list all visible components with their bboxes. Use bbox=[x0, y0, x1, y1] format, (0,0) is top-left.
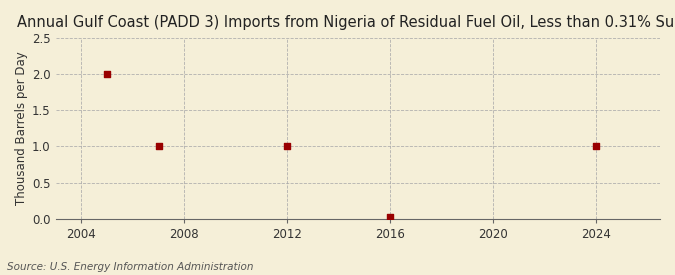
Point bbox=[153, 144, 164, 149]
Point bbox=[281, 144, 292, 149]
Point bbox=[102, 72, 113, 76]
Point bbox=[385, 215, 396, 219]
Y-axis label: Thousand Barrels per Day: Thousand Barrels per Day bbox=[15, 51, 28, 205]
Point bbox=[591, 144, 601, 149]
Title: Annual Gulf Coast (PADD 3) Imports from Nigeria of Residual Fuel Oil, Less than : Annual Gulf Coast (PADD 3) Imports from … bbox=[17, 15, 675, 30]
Text: Source: U.S. Energy Information Administration: Source: U.S. Energy Information Administ… bbox=[7, 262, 253, 272]
